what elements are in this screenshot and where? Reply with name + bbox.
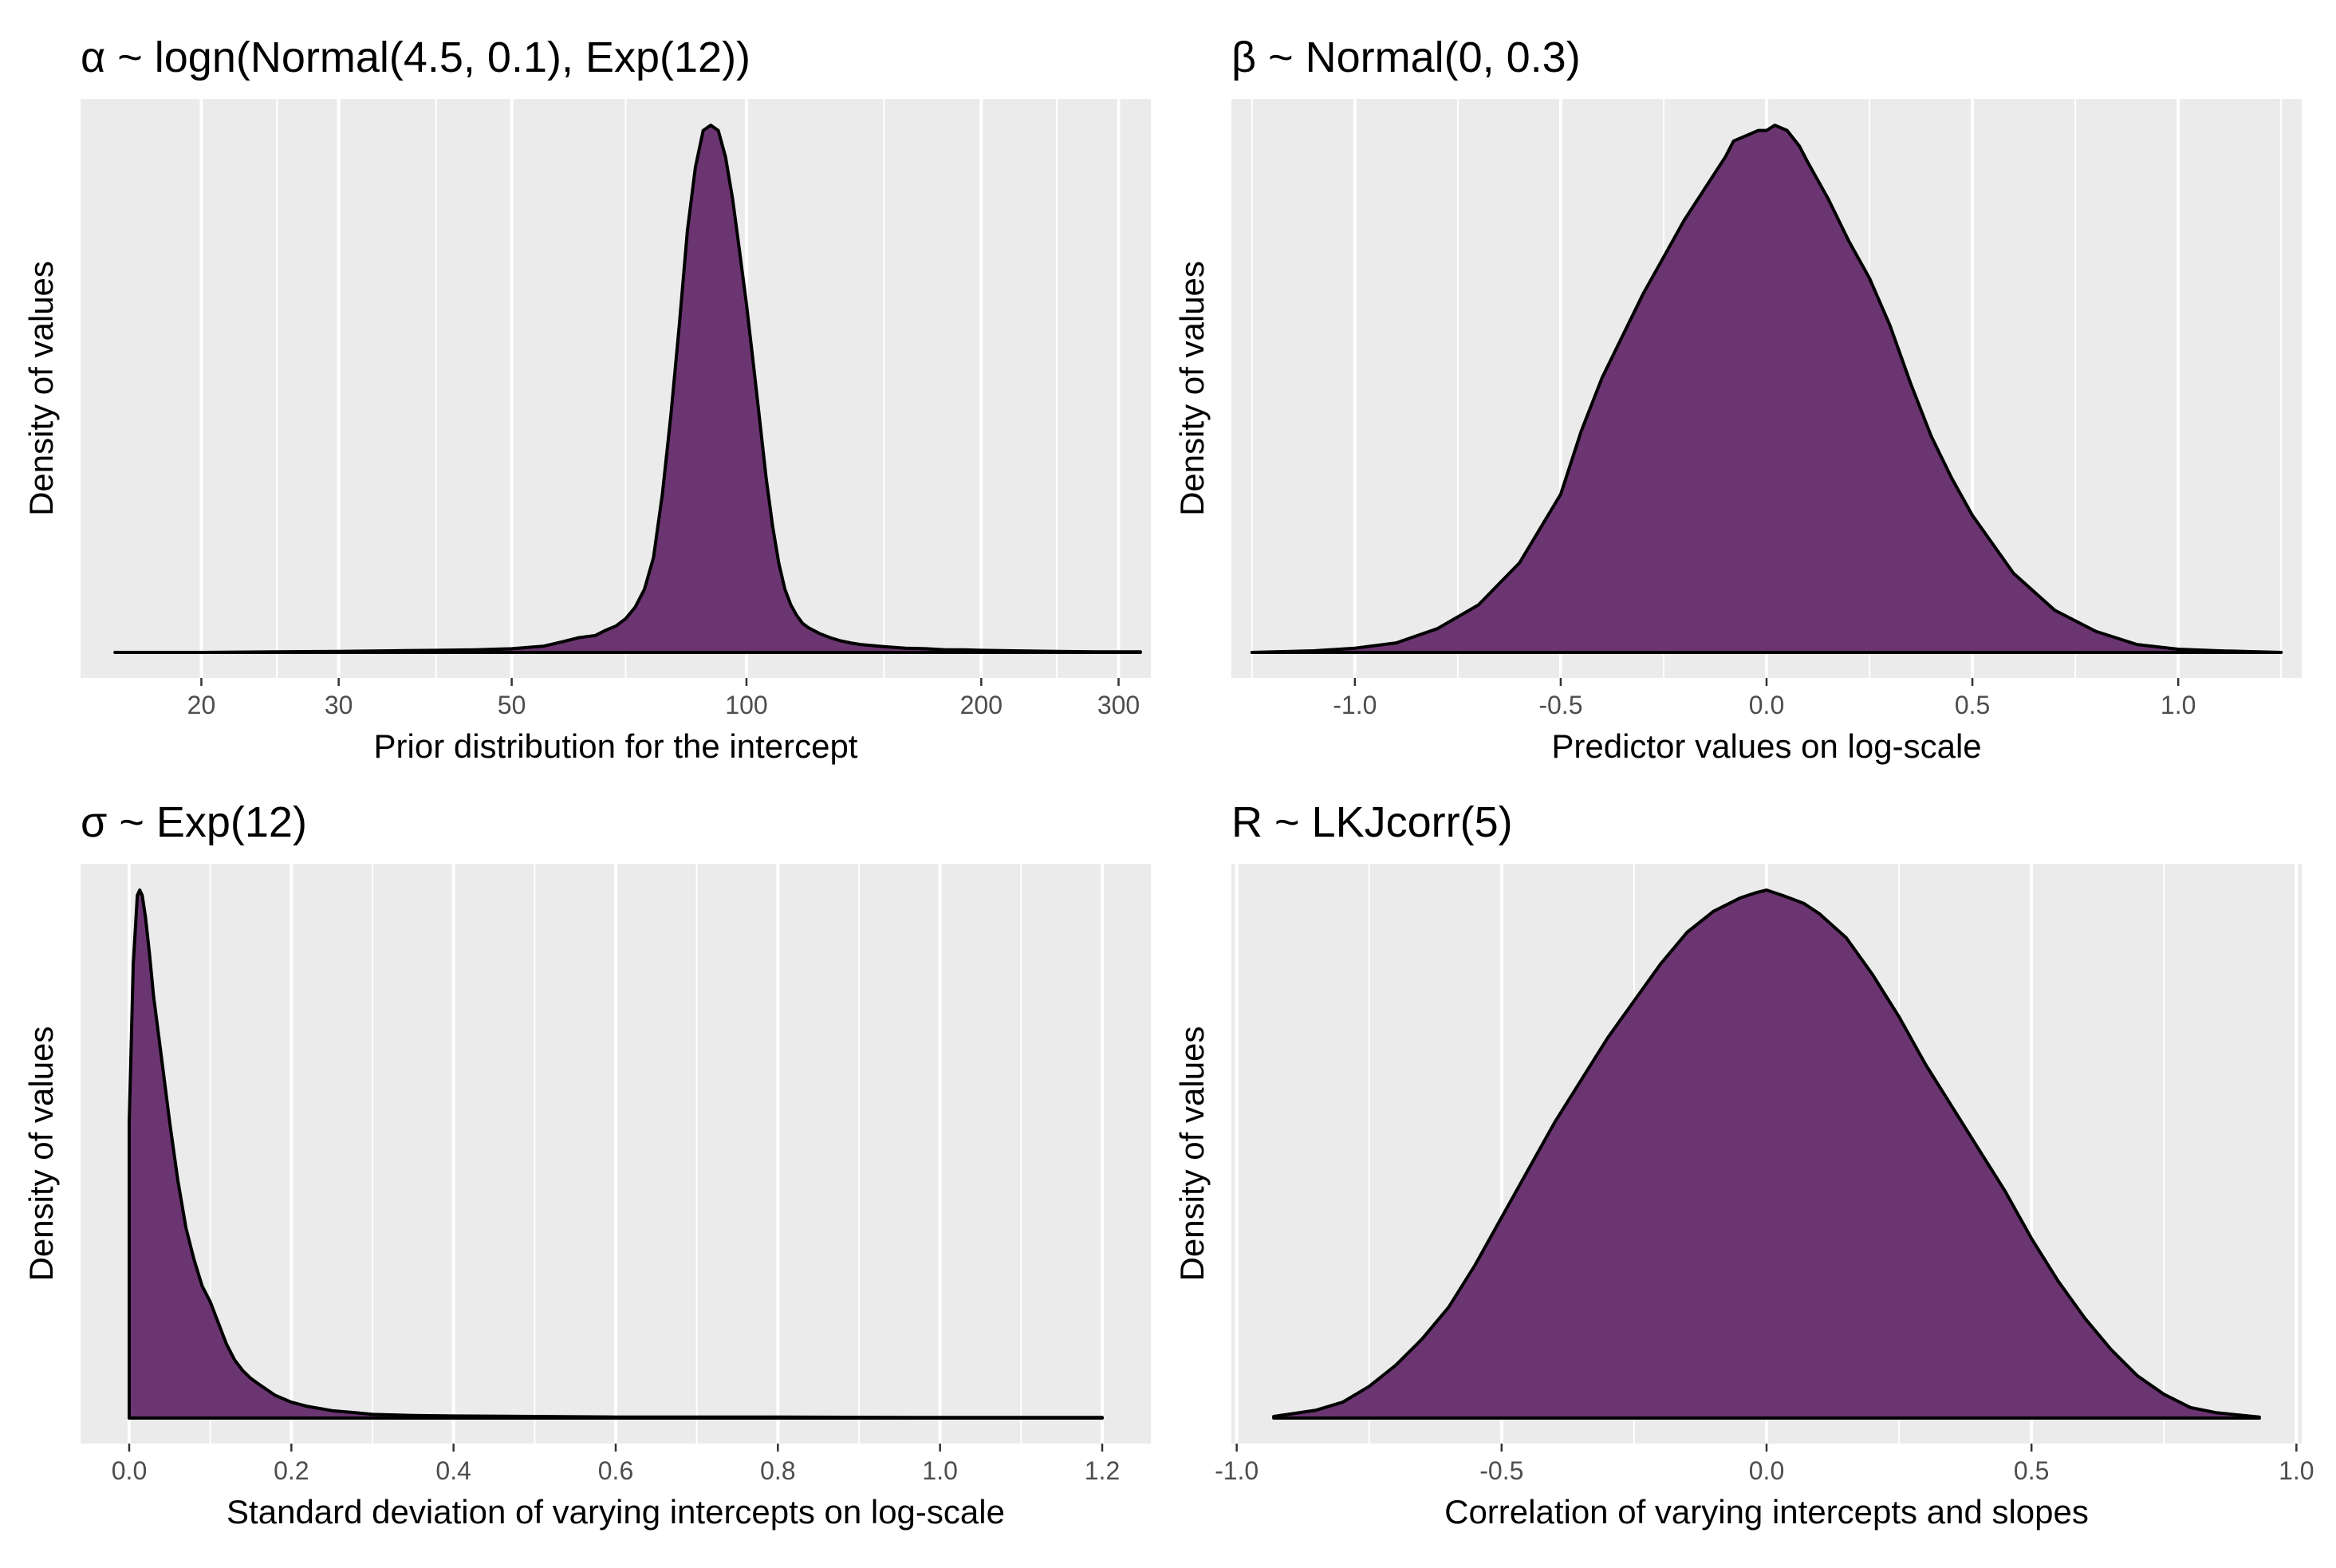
density-area bbox=[1272, 888, 2261, 1420]
x-tick-label: 0.0 bbox=[1749, 1456, 1784, 1485]
plot-background bbox=[81, 99, 1151, 678]
density-area bbox=[1250, 124, 2283, 654]
x-axis-label: Prior distribution for the intercept bbox=[374, 727, 858, 765]
x-tick-label: 1.0 bbox=[2279, 1456, 2314, 1485]
x-tick-label: 100 bbox=[725, 691, 767, 719]
x-tick-label: -0.5 bbox=[1538, 691, 1582, 719]
x-tick-label: -0.5 bbox=[1479, 1456, 1523, 1485]
x-tick-label: 300 bbox=[1097, 691, 1140, 719]
panel-beta: -1.0 -0.5 0.0 0.5 1.0 β ~ Normal(0, 0.3) Predi… bbox=[1173, 33, 2302, 765]
panel-title: β ~ Normal(0, 0.3) bbox=[1231, 33, 1581, 81]
x-tick-label: 0.4 bbox=[435, 1456, 471, 1485]
x-tick-label: 0.5 bbox=[2014, 1456, 2049, 1485]
x-tick-label: 1.0 bbox=[922, 1456, 957, 1485]
x-tick-label: 0.8 bbox=[760, 1456, 795, 1485]
x-tick-label: 200 bbox=[960, 691, 1003, 719]
x-tick-label: 0.2 bbox=[274, 1456, 309, 1485]
x-tick-label: 0.0 bbox=[112, 1456, 147, 1485]
x-tick-label: 20 bbox=[187, 691, 216, 719]
panel-r: -1.0 -0.5 0.0 0.5 1.0 R ~ LKJcorr(5) Correlati… bbox=[1173, 798, 2314, 1531]
x-axis-label: Standard deviation of varying intercepts… bbox=[227, 1493, 1005, 1531]
x-tick-label: -1.0 bbox=[1333, 691, 1377, 719]
y-axis-label: Density of values bbox=[1173, 261, 1211, 516]
y-axis-label: Density of values bbox=[22, 261, 60, 516]
x-tick-label: -1.0 bbox=[1215, 1456, 1259, 1485]
density-area bbox=[128, 888, 1104, 1420]
x-tick-label: 1.2 bbox=[1085, 1456, 1120, 1485]
panel-title: R ~ LKJcorr(5) bbox=[1231, 798, 1513, 846]
x-tick-label: 50 bbox=[498, 691, 526, 719]
panel-title: α ~ logn(Normal(4.5, 0.1), Exp(12)) bbox=[81, 33, 750, 81]
y-axis-label: Density of values bbox=[22, 1026, 60, 1282]
x-tick-label: 0.0 bbox=[1749, 691, 1784, 719]
panel-title: σ ~ Exp(12) bbox=[81, 798, 307, 846]
y-axis-label: Density of values bbox=[1173, 1026, 1211, 1282]
panel-sigma: 0.0 0.2 0.4 0.6 0.8 1.0 1.2 σ ~ Exp(12) Standard… bbox=[22, 798, 1151, 1531]
x-tick-label: 0.6 bbox=[598, 1456, 633, 1485]
x-tick-label: 1.0 bbox=[2161, 691, 2196, 719]
density-area bbox=[113, 124, 1142, 654]
x-axis-label: Correlation of varying intercepts and sl… bbox=[1444, 1493, 2089, 1531]
x-tick-label: 0.5 bbox=[1955, 691, 1990, 719]
x-axis-label: Predictor values on log-scale bbox=[1551, 727, 1981, 765]
x-tick-label: 30 bbox=[325, 691, 353, 719]
panel-alpha: 20 30 50 100 200 300 α ~ logn(Normal(4.5, 0.1)… bbox=[22, 33, 1151, 765]
